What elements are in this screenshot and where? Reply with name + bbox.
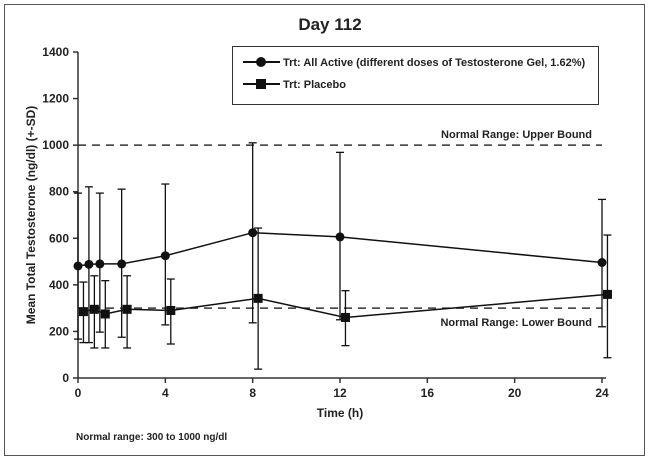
data-point-placebo: [89, 304, 99, 314]
data-point-active: [73, 261, 83, 271]
x-tick-label: 8: [249, 386, 256, 400]
reference-line-label: Normal Range: Upper Bound: [441, 129, 592, 141]
y-tick-label: 800: [49, 185, 69, 199]
y-tick-label: 400: [49, 278, 69, 292]
x-tick-label: 12: [333, 386, 347, 400]
x-axis-label: Time (h): [317, 406, 363, 420]
data-point-placebo: [100, 309, 110, 319]
x-tick-label: 20: [508, 386, 522, 400]
x-tick-label: 0: [75, 386, 82, 400]
data-point-placebo: [78, 307, 88, 317]
legend: Trt: All Active (different doses of Test…: [232, 46, 599, 105]
y-tick-label: 0: [62, 371, 69, 385]
data-point-active: [335, 232, 345, 242]
y-tick-label: 1000: [42, 138, 69, 152]
data-point-placebo: [166, 305, 176, 315]
y-tick-label: 1200: [42, 92, 69, 106]
x-tick-label: 24: [595, 386, 609, 400]
data-point-placebo: [340, 312, 350, 322]
legend-label-active: Trt: All Active (different doses of Test…: [283, 57, 585, 69]
legend-box: [232, 46, 599, 105]
axes: 0 200 400 600 800 1000 1200 1400 0 4 8 12 16 20 24: [42, 45, 609, 400]
reference-lines: Normal Range: Upper Bound Normal Range: L…: [78, 129, 602, 329]
data-point-active: [117, 259, 127, 269]
chart-title: Day 112: [298, 15, 361, 34]
legend-square-marker: [256, 79, 266, 89]
y-tick-label: 200: [49, 324, 69, 338]
x-tick-label: 16: [421, 386, 435, 400]
data-point-active: [160, 251, 170, 261]
data-point-placebo: [253, 293, 263, 303]
x-tick-label: 4: [162, 386, 169, 400]
reference-line-label: Normal Range: Lower Bound: [440, 317, 592, 329]
legend-label-placebo: Trt: Placebo: [283, 79, 346, 91]
y-tick-label: 600: [49, 231, 69, 245]
chart-frame: [4, 4, 645, 456]
legend-circle-marker: [256, 57, 266, 67]
plot-area: [73, 142, 612, 370]
data-point-placebo: [122, 304, 132, 314]
data-point-active: [597, 258, 607, 268]
y-axis-label: Mean Total Testosterone (ng/dl) (+-SD): [24, 106, 38, 325]
data-point-active: [84, 259, 94, 269]
y-tick-label: 1400: [42, 45, 69, 59]
data-point-active: [248, 228, 258, 238]
footnote: Normal range: 300 to 1000 ng/dl: [76, 432, 227, 443]
data-point-placebo: [602, 289, 612, 299]
data-point-active: [95, 259, 105, 269]
